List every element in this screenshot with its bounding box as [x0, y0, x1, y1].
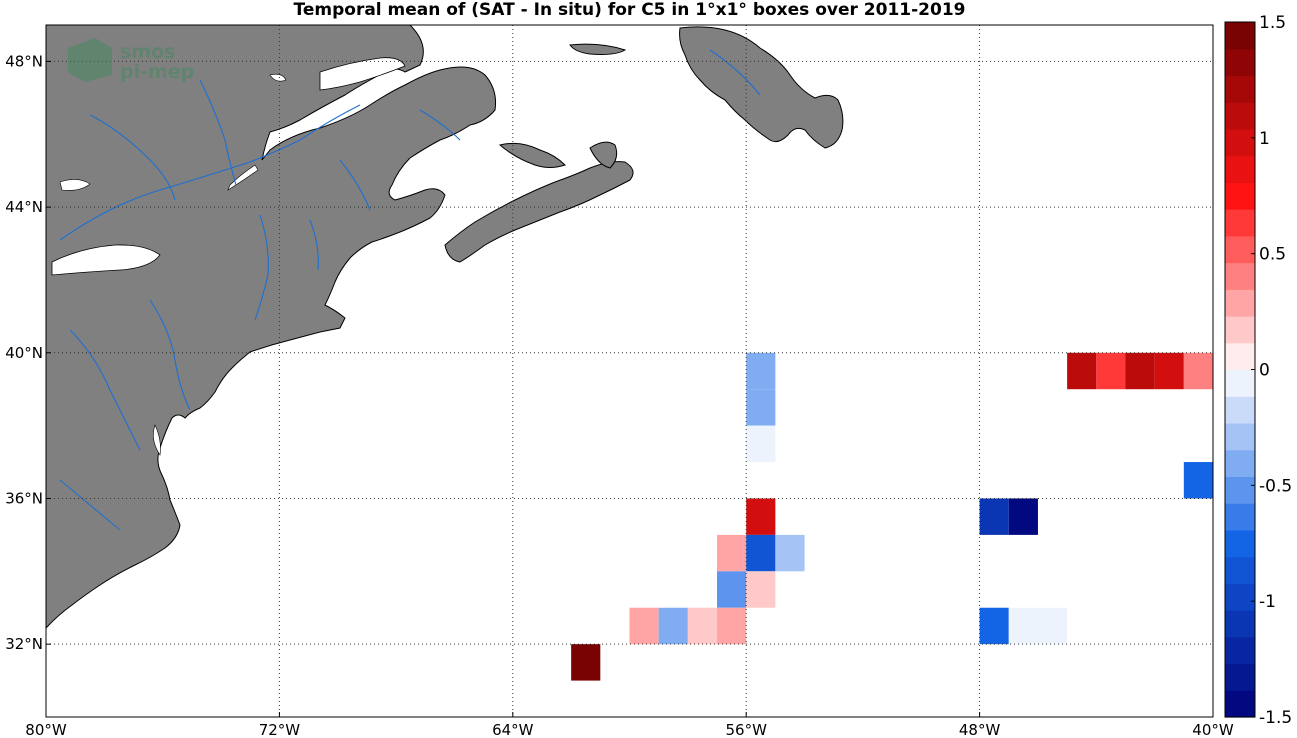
- heatmap-cell: [1154, 352, 1184, 390]
- colorbar-tick-label: 0.5: [1259, 245, 1286, 265]
- heatmap-cell: [746, 425, 776, 463]
- heatmap-cell: [629, 607, 659, 645]
- heatmap-cell: [1067, 352, 1097, 390]
- heatmap-cell: [979, 607, 1009, 645]
- heatmap-cell: [1125, 352, 1155, 390]
- nova-scotia: [444, 161, 634, 263]
- smos-pimep-logo: smos pi-mep: [68, 38, 194, 83]
- rivers: [59, 49, 761, 531]
- colorbar-tick-label: 0: [1259, 361, 1270, 381]
- logo-mark-icon: [68, 38, 112, 82]
- colorbar-segment: [1225, 556, 1255, 584]
- lakes: [51, 57, 406, 456]
- colorbar-segment: [1225, 75, 1255, 103]
- colorbar-segment: [1225, 529, 1255, 558]
- lon-tick-label: 72°W: [259, 721, 301, 738]
- graticule: [46, 25, 1213, 717]
- longitude-axis: 80°W 72°W 64°W 56°W 48°W 40°W: [25, 712, 1234, 738]
- colorbar-segment: [1225, 422, 1255, 451]
- colorbar-segment: [1225, 396, 1255, 424]
- cape-breton: [589, 141, 618, 169]
- colorbar-segment: [1225, 209, 1255, 237]
- lat-tick-label: 44°N: [5, 198, 43, 216]
- logo-line1: smos: [120, 41, 175, 63]
- colorbar-segment: [1225, 22, 1255, 50]
- colorbar-segment: [1225, 155, 1255, 183]
- heatmap-cell: [717, 607, 747, 645]
- lat-tick-label: 40°N: [5, 344, 43, 362]
- heatmap-cell: [746, 534, 776, 572]
- plot-frame: [45, 24, 1214, 718]
- north-america-mainland: [46, 25, 496, 629]
- latitude-axis: 32°N 36°N 40°N 44°N 48°N: [5, 52, 51, 653]
- heatmap-cell: [775, 534, 805, 572]
- heatmap-cell: [1008, 498, 1038, 535]
- heatmap-cell: [717, 571, 747, 608]
- colorbar-tick-label: -1: [1259, 592, 1276, 612]
- colorbar-segment: [1225, 583, 1255, 611]
- lat-tick-label: 36°N: [5, 489, 43, 507]
- heatmap-cell: [746, 352, 776, 390]
- colorbar-segment: [1225, 48, 1255, 77]
- heatmap-cell: [1096, 352, 1126, 390]
- lon-tick-label: 48°W: [959, 721, 1001, 738]
- colorbar: [1225, 22, 1255, 718]
- colorbar-segment: [1225, 636, 1255, 665]
- colorbar-tick-label: 1: [1259, 129, 1270, 149]
- lon-tick-label: 56°W: [725, 721, 767, 738]
- lon-tick-label: 80°W: [25, 721, 67, 738]
- colorbar-tick-label: 1.5: [1259, 13, 1286, 33]
- lon-tick-label: 64°W: [492, 721, 534, 738]
- colorbar-segment: [1225, 476, 1255, 504]
- colorbar-segment: [1225, 235, 1255, 264]
- map-title: Temporal mean of (SAT - In situ) for C5 …: [293, 0, 966, 20]
- colorbar-segment: [1225, 289, 1255, 317]
- heatmap-cell: [1008, 607, 1038, 645]
- colorbar-segment: [1225, 690, 1255, 718]
- heatmap-cell: [746, 389, 776, 426]
- colorbar-segment: [1225, 342, 1255, 371]
- lat-tick-label: 48°N: [5, 52, 43, 70]
- heatmap-cells: [571, 352, 1213, 681]
- heatmap-cell: [746, 571, 776, 608]
- colorbar-segment: [1225, 102, 1255, 130]
- colorbar-segment: [1225, 262, 1255, 290]
- heatmap-cell: [1037, 607, 1068, 645]
- colorbar-tick-label: -1.5: [1259, 708, 1292, 728]
- heatmap-cell: [717, 534, 747, 572]
- anticosti-island: [569, 43, 627, 55]
- colorbar-segment: [1225, 610, 1255, 638]
- colorbar-segment: [1225, 369, 1255, 397]
- heatmap-cell: [658, 607, 688, 645]
- heatmap-cell: [687, 607, 718, 645]
- colorbar-segment: [1225, 449, 1255, 478]
- colorbar-ticks: 1.5 1 0.5 0 -0.5 -1 -1.5: [1251, 13, 1292, 728]
- colorbar-segment: [1225, 128, 1255, 157]
- heatmap-cell: [571, 644, 601, 681]
- heatmap-cell: [746, 498, 776, 535]
- colorbar-segment: [1225, 182, 1255, 210]
- colorbar-segment: [1225, 503, 1255, 531]
- lon-tick-label: 40°W: [1192, 721, 1234, 738]
- heatmap-cell: [1183, 462, 1213, 499]
- colorbar-segment: [1225, 663, 1255, 691]
- colorbar-tick-label: -0.5: [1259, 476, 1292, 496]
- heatmap-cell: [1183, 352, 1213, 390]
- heatmap-cell: [979, 498, 1009, 535]
- logo-line2: pi-mep: [120, 61, 194, 83]
- lat-tick-label: 32°N: [5, 635, 43, 653]
- prince-edward-island: [498, 142, 566, 168]
- colorbar-segment: [1225, 316, 1255, 344]
